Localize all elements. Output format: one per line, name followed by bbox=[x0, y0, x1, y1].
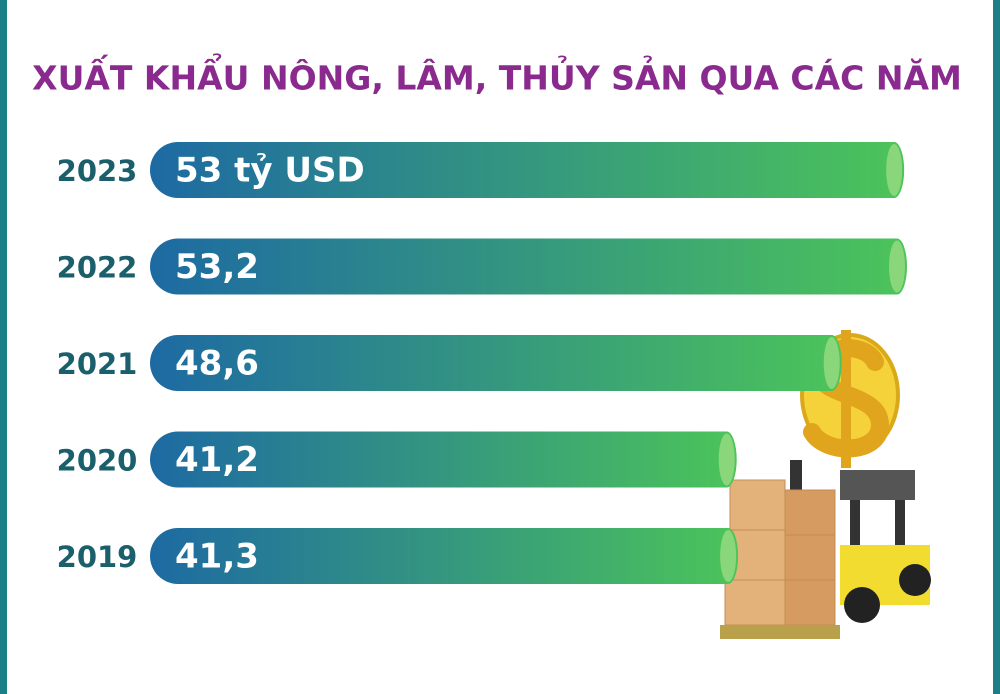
box bbox=[784, 534, 836, 581]
illustration bbox=[720, 330, 931, 639]
category-label: 2020 bbox=[57, 444, 138, 478]
bar-cap bbox=[720, 530, 737, 582]
left-border bbox=[0, 0, 7, 694]
bar-cap bbox=[823, 337, 840, 389]
value-label: 41,3 bbox=[175, 537, 259, 577]
right-border bbox=[993, 0, 1000, 694]
category-label: 2021 bbox=[57, 347, 138, 381]
category-label: 2019 bbox=[57, 540, 138, 574]
bar bbox=[150, 335, 842, 391]
value-label: 48,6 bbox=[175, 344, 259, 384]
box bbox=[784, 489, 836, 536]
box bbox=[729, 479, 786, 531]
bar-cap bbox=[889, 240, 905, 293]
chart-title: XUẤT KHẨU NÔNG, LÂM, THỦY SẢN QUA CÁC NĂ… bbox=[32, 53, 962, 98]
bar bbox=[150, 431, 737, 488]
box bbox=[729, 529, 786, 581]
bar-cap bbox=[886, 144, 903, 196]
box bbox=[784, 579, 836, 626]
bar-cap bbox=[718, 433, 735, 486]
wheel bbox=[844, 587, 880, 623]
pallet bbox=[720, 625, 840, 639]
category-label: 2022 bbox=[57, 251, 138, 285]
bar bbox=[150, 142, 905, 198]
forklift-post bbox=[850, 500, 860, 570]
forklift-roof bbox=[840, 470, 915, 500]
value-label: 41,2 bbox=[175, 440, 259, 480]
bar bbox=[150, 528, 739, 584]
bar bbox=[150, 238, 908, 295]
wheel bbox=[899, 564, 931, 596]
value-label: 53,2 bbox=[175, 247, 259, 287]
box bbox=[724, 579, 786, 626]
value-label: 53 tỷ USD bbox=[175, 151, 365, 191]
forklift-post bbox=[895, 500, 905, 560]
category-label: 2023 bbox=[57, 154, 138, 188]
